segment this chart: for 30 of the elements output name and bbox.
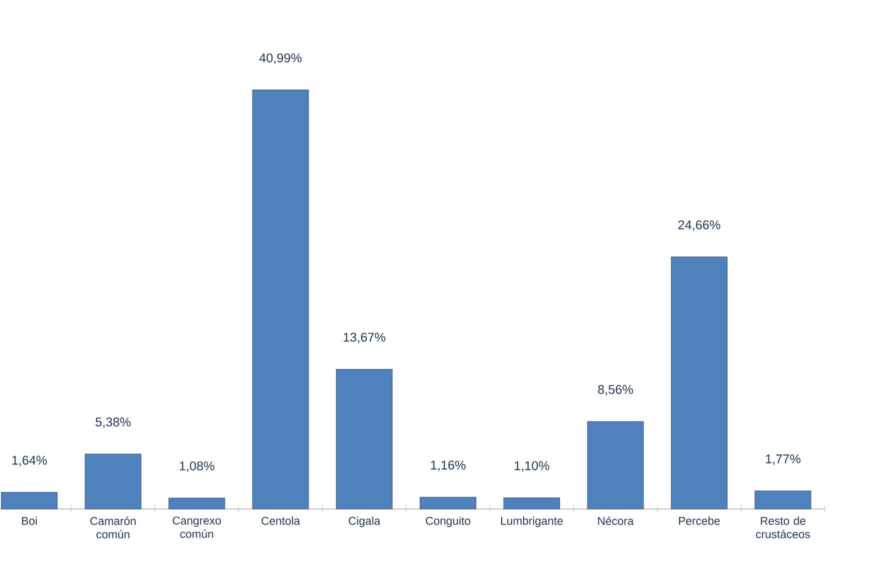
x-tick-label: Cangrexo común bbox=[172, 516, 221, 538]
data-label: 13,67% bbox=[344, 332, 386, 344]
data-label: 40,99% bbox=[259, 53, 302, 64]
bar bbox=[503, 497, 560, 510]
bar bbox=[754, 490, 812, 510]
bar bbox=[84, 454, 142, 510]
x-tick-label: Lumbrigante bbox=[501, 516, 563, 528]
bar bbox=[168, 498, 226, 510]
data-label: 5,38% bbox=[96, 417, 131, 428]
x-tick-label: Centola bbox=[262, 516, 300, 525]
x-tick-label: Cigala bbox=[348, 516, 380, 528]
data-label: 1,16% bbox=[431, 460, 466, 472]
bar bbox=[1, 492, 58, 510]
x-tick-label: Resto de crustáceos bbox=[756, 516, 810, 538]
data-label: 1,64% bbox=[12, 456, 47, 466]
x-tick-label: Nécora bbox=[598, 516, 634, 526]
x-tick-label: Percebe bbox=[679, 516, 720, 525]
bar bbox=[670, 256, 728, 510]
data-label: 1,10% bbox=[514, 461, 550, 472]
data-label: 1,08% bbox=[180, 461, 214, 472]
data-label: 1,77% bbox=[766, 454, 800, 465]
data-label: 24,66% bbox=[678, 220, 720, 231]
data-label: 8,56% bbox=[598, 384, 633, 396]
x-tick-label: Camarón común bbox=[90, 516, 136, 538]
bar bbox=[336, 368, 393, 510]
bar bbox=[252, 90, 309, 510]
bar bbox=[587, 421, 644, 510]
x-tick-label: Boi bbox=[22, 516, 37, 525]
x-tick-label: Conguito bbox=[426, 516, 470, 528]
bar bbox=[420, 496, 476, 510]
